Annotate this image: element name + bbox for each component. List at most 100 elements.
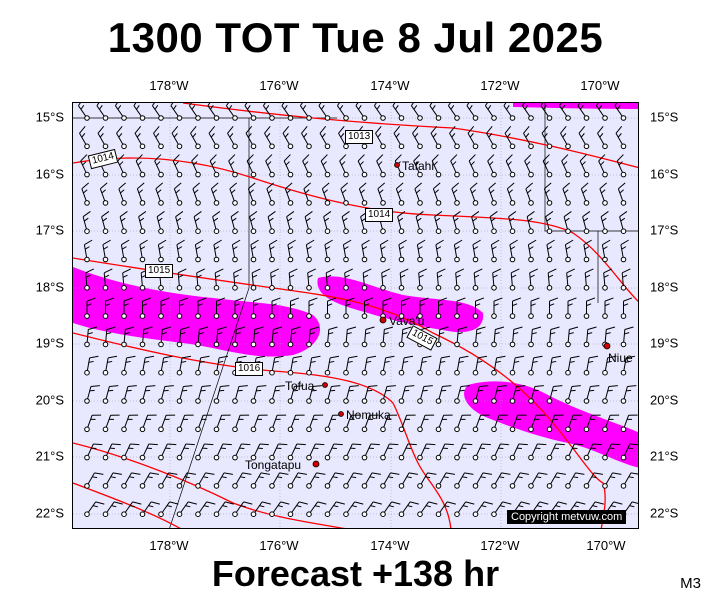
wind-barb: [306, 414, 324, 433]
wind-barb-feather: [88, 326, 98, 330]
wind-barb-station: [380, 369, 386, 376]
wind-barb: [210, 182, 220, 206]
wind-barb-station: [139, 511, 146, 518]
wind-barb-station: [435, 115, 442, 121]
wind-barb-feather: [372, 501, 382, 505]
wind-barb-half-feather: [528, 246, 534, 250]
wind-barb: [323, 211, 332, 234]
wind-barb-shaft: [373, 105, 383, 117]
wind-barb-shaft: [600, 216, 605, 230]
place-tongatapu: Tongatapu: [245, 458, 302, 472]
wind-barb-station: [454, 256, 460, 263]
wind-barb-shaft: [135, 160, 143, 173]
wind-barb-shaft: [160, 357, 165, 371]
wind-barb-feather: [109, 385, 119, 388]
wind-barb: [343, 355, 358, 376]
wind-barb-shaft: [527, 244, 532, 258]
wind-barb-shaft: [375, 133, 383, 145]
wind-barb-feather: [323, 211, 332, 218]
wind-barb-feather: [618, 182, 626, 190]
wind-barb-feather: [79, 126, 86, 134]
wind-barb-feather: [291, 326, 301, 330]
place-niue: Niue: [608, 351, 633, 365]
wind-barb-station: [84, 398, 90, 404]
wind-barb-feather: [429, 103, 433, 106]
wind-barb-shaft: [580, 188, 587, 201]
wind-barb-station: [583, 483, 590, 489]
wind-barb-half-feather: [269, 246, 275, 250]
wind-barb-feather: [172, 154, 180, 162]
wind-barb-station: [528, 200, 534, 206]
wind-barb-station: [361, 454, 368, 461]
wind-barb-feather: [307, 268, 317, 274]
wind-barb: [490, 239, 500, 263]
wind-barb-station: [361, 143, 368, 150]
wind-barb-half-feather: [440, 360, 446, 363]
wind-barb-station: [158, 256, 164, 263]
wind-barb: [84, 472, 104, 489]
wind-barb-half-feather: [582, 189, 587, 194]
wind-barb-feather: [423, 385, 433, 388]
wind-barb-half-feather: [92, 476, 98, 479]
wind-barb-feather: [81, 182, 90, 190]
wind-barb-station: [306, 369, 312, 376]
wind-barb: [232, 326, 246, 348]
wind-barb-shaft: [99, 188, 106, 201]
wind-barb-shaft: [231, 244, 236, 258]
wind-barb-feather: [500, 443, 510, 446]
wind-barb-feather: [398, 239, 407, 246]
wind-barb-station: [176, 369, 183, 376]
wind-barb-station: [176, 143, 183, 150]
wind-barb-half-feather: [452, 161, 457, 166]
wind-barb-half-feather: [124, 332, 130, 335]
wind-barb: [414, 182, 423, 206]
island-tofua: [322, 382, 328, 388]
lat-tick-left-18s: 18°S: [35, 279, 64, 295]
wind-barb-shaft: [383, 472, 391, 485]
wind-barb: [139, 472, 159, 489]
wind-barb-shaft: [87, 472, 95, 485]
wind-barb-feather: [330, 355, 340, 359]
wind-barb-feather: [421, 326, 431, 330]
wind-barb-station: [602, 200, 608, 206]
wind-barb: [614, 103, 627, 121]
wind-barb-half-feather: [173, 133, 178, 138]
wind-barb-feather: [306, 239, 315, 246]
wind-barb-feather: [348, 355, 358, 359]
wind-barb: [84, 443, 103, 461]
wind-barb-feather: [466, 103, 470, 106]
wind-barb: [195, 355, 210, 376]
wind-barb-half-feather: [425, 476, 431, 479]
wind-barb: [281, 103, 294, 121]
wind-barb-shaft: [439, 472, 447, 485]
wind-barb-shaft: [447, 105, 457, 117]
wind-barb-shaft: [82, 216, 87, 230]
wind-barb-half-feather: [395, 105, 399, 110]
wind-barb-feather: [581, 182, 589, 190]
wind-barb: [155, 182, 164, 206]
wind-barb: [505, 154, 516, 178]
wind-barb: [158, 501, 179, 518]
wind-barb-station: [380, 115, 386, 121]
wind-barb-station: [306, 426, 312, 433]
wind-barb-feather: [435, 239, 444, 246]
wind-barb-feather: [557, 501, 567, 505]
wind-barb-half-feather: [554, 476, 560, 479]
wind-barb: [599, 182, 608, 206]
wind-barb-half-feather: [323, 189, 328, 194]
wind-barb-half-feather: [518, 505, 524, 508]
wind-barb-station: [509, 369, 516, 376]
wind-barb-feather: [334, 472, 344, 475]
wind-barb: [546, 414, 564, 433]
wind-barb-shaft: [268, 244, 273, 258]
wind-barb-shaft: [244, 105, 253, 117]
wind-barb-station: [250, 143, 257, 150]
wind-barb: [343, 443, 362, 461]
wind-barb-station: [472, 369, 479, 376]
wind-barb-feather: [233, 268, 243, 274]
wind-barb: [398, 239, 407, 263]
wind-barb-half-feather: [622, 274, 628, 278]
wind-barb-shaft: [124, 501, 134, 513]
wind-barb-half-feather: [358, 105, 362, 110]
wind-barb: [343, 268, 354, 291]
